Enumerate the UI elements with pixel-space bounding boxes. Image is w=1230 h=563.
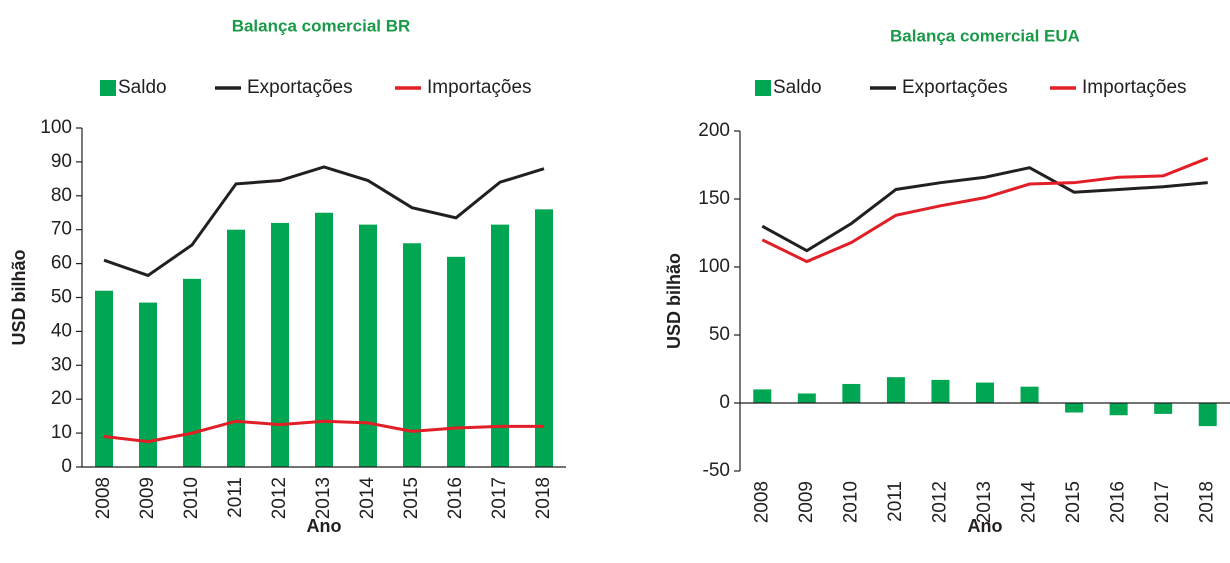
y-axis-title: USD bilhão xyxy=(664,253,684,349)
legend-label: Exportações xyxy=(902,77,1008,98)
x-tick-label: 2011 xyxy=(885,481,906,522)
line xyxy=(761,166,1208,253)
x-tick-label: 2014 xyxy=(357,477,378,520)
y-tick-label: 90 xyxy=(51,151,72,172)
bar xyxy=(183,278,201,467)
bar xyxy=(753,389,772,403)
x-tick-label: 2014 xyxy=(1019,481,1040,524)
bar xyxy=(139,302,157,467)
y-tick-label: 70 xyxy=(51,219,72,240)
bar xyxy=(931,379,950,403)
x-tick-label: 2018 xyxy=(533,477,554,519)
bar xyxy=(1154,403,1173,414)
line xyxy=(103,165,545,278)
y-tick-label: 0 xyxy=(719,392,730,413)
bar xyxy=(1109,403,1128,416)
x-tick-label: 2017 xyxy=(489,477,510,519)
x-tick-label: 2008 xyxy=(751,481,772,523)
x-tick-label: 2016 xyxy=(1108,481,1129,523)
legend-label: Exportações xyxy=(247,77,353,98)
bar xyxy=(359,224,377,467)
x-tick-label: 2010 xyxy=(181,477,202,519)
y-tick-label: 150 xyxy=(698,188,730,209)
y-axis-title: USD bilhão xyxy=(9,249,29,345)
y-tick-label: 50 xyxy=(709,324,730,345)
x-tick-label: 2012 xyxy=(269,477,290,519)
line xyxy=(103,419,544,444)
line xyxy=(761,156,1209,264)
bar xyxy=(1065,403,1084,413)
y-tick-label: -50 xyxy=(703,460,730,481)
y-tick-label: 50 xyxy=(51,287,72,308)
bar xyxy=(842,383,861,403)
y-tick-label: 60 xyxy=(51,253,72,274)
x-tick-label: 2013 xyxy=(313,477,334,519)
x-axis-title: Ano xyxy=(968,516,1003,536)
y-tick-label: 0 xyxy=(61,456,72,477)
legend-label: Importações xyxy=(427,77,532,98)
y-tick-label: 20 xyxy=(51,388,72,409)
x-tick-label: 2008 xyxy=(93,477,114,519)
x-tick-label: 2017 xyxy=(1152,481,1173,523)
y-tick-label: 30 xyxy=(51,354,72,375)
bar xyxy=(1020,386,1039,403)
x-tick-label: 2011 xyxy=(225,477,246,518)
x-tick-label: 2016 xyxy=(445,477,466,519)
x-tick-label: 2015 xyxy=(1063,481,1084,523)
x-tick-label: 2015 xyxy=(401,477,422,519)
x-tick-label: 2012 xyxy=(929,481,950,523)
legend-label: Saldo xyxy=(118,77,167,98)
y-tick-label: 10 xyxy=(51,422,72,443)
chart-title: Balança comercial EUA xyxy=(890,26,1080,45)
chart-title: Balança comercial BR xyxy=(232,16,411,35)
legend-swatch xyxy=(100,80,116,96)
y-tick-label: 40 xyxy=(51,320,72,341)
bar xyxy=(976,382,994,403)
x-tick-label: 2010 xyxy=(840,481,861,523)
bar xyxy=(886,377,905,403)
bar xyxy=(797,393,816,403)
y-tick-label: 80 xyxy=(51,185,72,206)
legend-swatch xyxy=(755,80,771,96)
bar xyxy=(403,243,421,467)
bar xyxy=(95,290,113,467)
legend-label: Saldo xyxy=(773,77,822,98)
x-tick-label: 2009 xyxy=(137,477,158,519)
bar xyxy=(491,224,509,467)
y-tick-label: 100 xyxy=(698,256,730,277)
x-tick-label: 2009 xyxy=(796,481,817,523)
legend-label: Importações xyxy=(1082,77,1187,98)
bar xyxy=(1198,403,1217,427)
y-tick-label: 100 xyxy=(40,117,72,138)
bar xyxy=(227,229,245,467)
x-tick-label: 2013 xyxy=(974,481,995,523)
bar xyxy=(271,222,289,467)
bar xyxy=(535,209,553,468)
x-axis-title: Ano xyxy=(307,516,342,536)
bar xyxy=(447,256,465,467)
bar xyxy=(315,212,333,467)
y-tick-label: 200 xyxy=(698,120,730,141)
x-tick-label: 2018 xyxy=(1197,481,1218,523)
